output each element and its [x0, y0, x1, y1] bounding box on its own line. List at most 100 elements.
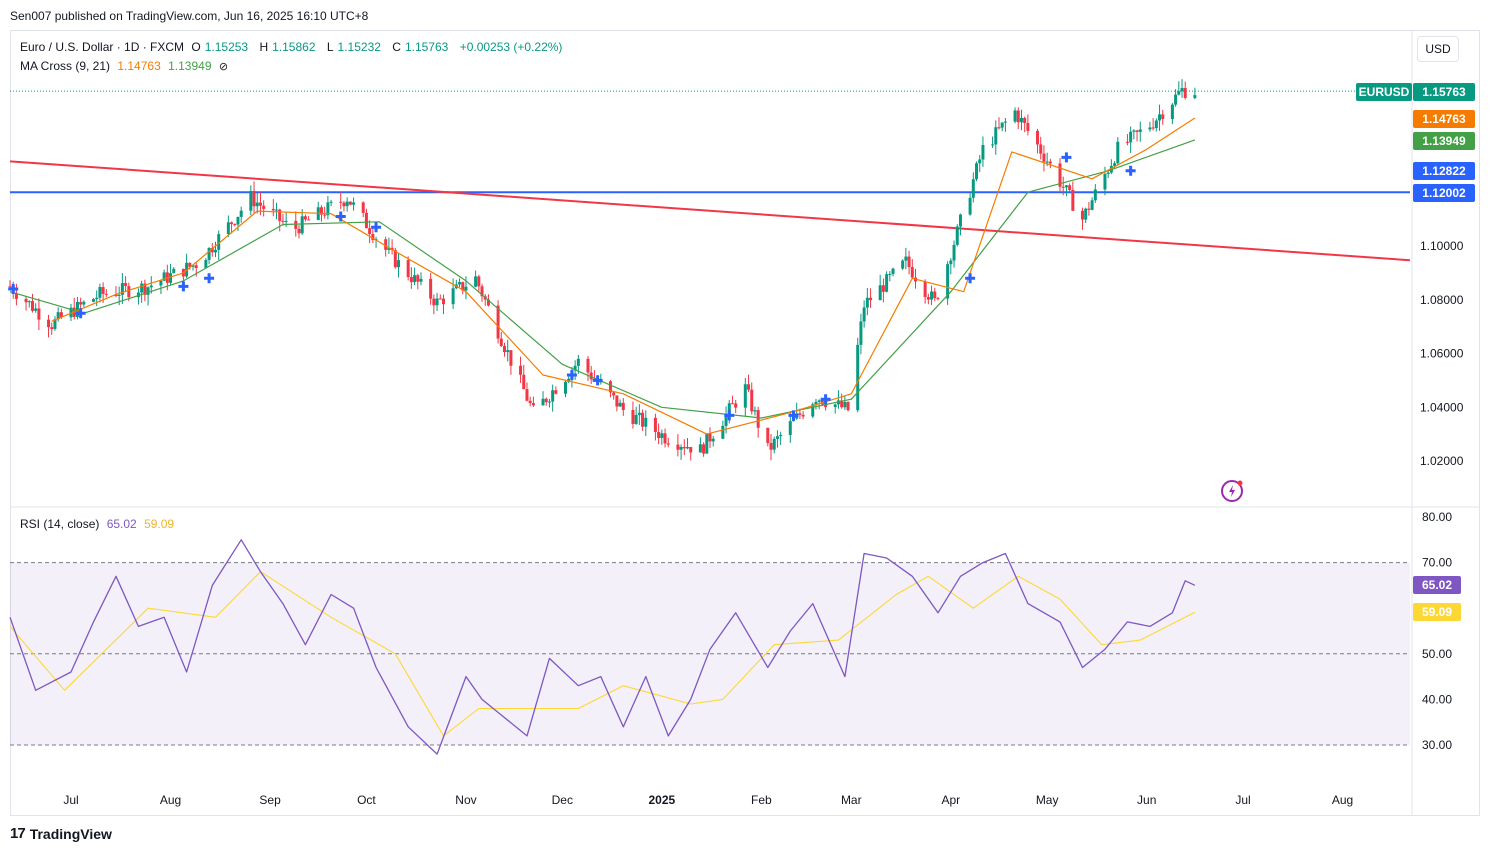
candle-body[interactable]	[169, 273, 173, 283]
candle-body[interactable]	[907, 256, 911, 268]
candle-body[interactable]	[711, 438, 715, 442]
candle-body[interactable]	[702, 444, 706, 454]
ma-cross-marker[interactable]	[820, 394, 831, 405]
candle-body[interactable]	[486, 299, 490, 306]
candle-body[interactable]	[69, 307, 73, 318]
candle-body[interactable]	[698, 444, 702, 453]
candle-body[interactable]	[8, 286, 12, 288]
candle-body[interactable]	[1161, 114, 1165, 120]
candle-body[interactable]	[544, 398, 548, 403]
candle-body[interactable]	[1148, 127, 1152, 130]
candle-body[interactable]	[541, 398, 545, 406]
candle-body[interactable]	[888, 274, 892, 276]
candle-body[interactable]	[949, 260, 953, 265]
candle-body[interactable]	[429, 278, 433, 299]
candle-body[interactable]	[307, 219, 311, 221]
candle-body[interactable]	[612, 392, 616, 396]
candle-body[interactable]	[1042, 153, 1046, 162]
candle-body[interactable]	[676, 444, 680, 450]
candle-body[interactable]	[1154, 120, 1158, 128]
candle-body[interactable]	[936, 298, 940, 300]
candle-body[interactable]	[506, 350, 510, 353]
candle-body[interactable]	[747, 384, 751, 390]
candle-body[interactable]	[769, 442, 773, 450]
candle-body[interactable]	[342, 202, 346, 207]
ma-cross-marker[interactable]	[724, 410, 735, 421]
candle-body[interactable]	[387, 247, 391, 250]
candle-body[interactable]	[120, 283, 124, 295]
tradingview-footer[interactable]: 17 TradingView	[10, 825, 112, 842]
candle-body[interactable]	[75, 301, 79, 317]
candle-body[interactable]	[1048, 161, 1052, 164]
candle-body[interactable]	[172, 268, 176, 274]
candle-body[interactable]	[252, 191, 256, 207]
candle-body[interactable]	[432, 298, 436, 306]
candle-body[interactable]	[756, 410, 760, 428]
candle-body[interactable]	[766, 427, 770, 443]
candle-body[interactable]	[657, 431, 661, 438]
candle-body[interactable]	[779, 434, 783, 437]
candle-body[interactable]	[1084, 208, 1088, 220]
candle-body[interactable]	[641, 412, 645, 427]
candle-body[interactable]	[730, 403, 734, 405]
candle-body[interactable]	[441, 298, 445, 305]
candle-body[interactable]	[631, 409, 635, 424]
candle-body[interactable]	[233, 224, 237, 226]
candle-body[interactable]	[885, 274, 889, 292]
candle-body[interactable]	[82, 301, 86, 305]
candle-body[interactable]	[406, 260, 410, 278]
candle-body[interactable]	[1013, 110, 1017, 122]
candle-body[interactable]	[1158, 114, 1162, 121]
candle-body[interactable]	[930, 291, 934, 300]
candle-body[interactable]	[416, 275, 420, 282]
candle-body[interactable]	[258, 202, 262, 206]
candle-body[interactable]	[775, 436, 779, 439]
candle-body[interactable]	[644, 417, 648, 427]
eye-off-icon[interactable]: ⊘	[218, 61, 229, 73]
candle-body[interactable]	[840, 400, 844, 408]
candle-body[interactable]	[159, 280, 163, 286]
candle-body[interactable]	[348, 201, 352, 205]
trend-line[interactable]	[9, 160, 1411, 262]
candle-body[interactable]	[666, 443, 670, 445]
candle-body[interactable]	[329, 201, 333, 203]
candle-body[interactable]	[255, 202, 259, 207]
candle-body[interactable]	[480, 286, 484, 297]
candle-body[interactable]	[509, 350, 513, 366]
candle-body[interactable]	[660, 433, 664, 438]
candle-body[interactable]	[124, 283, 128, 287]
candle-body[interactable]	[1193, 95, 1197, 99]
candle-body[interactable]	[1064, 185, 1068, 188]
candle-body[interactable]	[1129, 131, 1133, 143]
ma-cross-marker[interactable]	[178, 281, 189, 292]
candle-body[interactable]	[862, 307, 866, 322]
candle-body[interactable]	[1068, 185, 1072, 190]
candle-body[interactable]	[451, 288, 455, 305]
candle-body[interactable]	[188, 262, 192, 267]
candle-body[interactable]	[59, 312, 63, 318]
candle-body[interactable]	[345, 201, 349, 207]
lightning-icon[interactable]	[1221, 480, 1243, 502]
candle-body[interactable]	[194, 265, 198, 268]
candle-body[interactable]	[576, 358, 580, 366]
candle-body[interactable]	[1016, 110, 1020, 123]
candle-body[interactable]	[275, 209, 279, 211]
candle-body[interactable]	[435, 298, 439, 306]
candle-body[interactable]	[262, 205, 266, 209]
candle-body[interactable]	[968, 197, 972, 215]
candle-body[interactable]	[994, 127, 998, 145]
candle-body[interactable]	[30, 301, 34, 311]
candle-body[interactable]	[226, 222, 230, 235]
ma-slow-line[interactable]	[9, 139, 1196, 419]
candle-body[interactable]	[618, 402, 622, 407]
candle-body[interactable]	[27, 301, 31, 303]
candle-body[interactable]	[384, 239, 388, 250]
candle-body[interactable]	[419, 278, 423, 282]
candle-body[interactable]	[50, 327, 54, 329]
candle-body[interactable]	[531, 403, 535, 406]
candle-body[interactable]	[278, 209, 282, 221]
candle-body[interactable]	[869, 297, 873, 301]
candle-body[interactable]	[502, 345, 506, 353]
candle-body[interactable]	[788, 421, 792, 435]
candle-body[interactable]	[824, 404, 828, 408]
